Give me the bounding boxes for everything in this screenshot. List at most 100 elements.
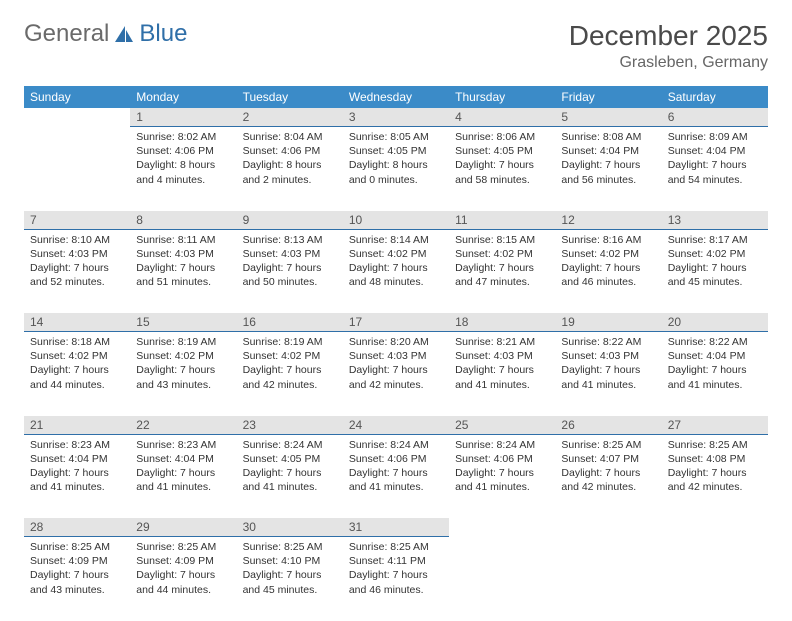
day-day1: Daylight: 8 hours [349,158,443,172]
day-number: 27 [662,416,768,435]
day-cell: Sunrise: 8:13 AMSunset: 4:03 PMDaylight:… [237,229,343,313]
day-sunrise: Sunrise: 8:21 AM [455,335,549,349]
day-number: 3 [343,108,449,127]
day-cell: Sunrise: 8:14 AMSunset: 4:02 PMDaylight:… [343,229,449,313]
day-day2: and 50 minutes. [243,275,337,289]
day-day1: Daylight: 7 hours [349,568,443,582]
day-cell [555,537,661,621]
day-sunrise: Sunrise: 8:23 AM [136,438,230,452]
day-sunset: Sunset: 4:04 PM [561,144,655,158]
day-day1: Daylight: 7 hours [349,363,443,377]
day-sunrise: Sunrise: 8:13 AM [243,233,337,247]
day-sunset: Sunset: 4:06 PM [136,144,230,158]
day-number [449,518,555,537]
day-day1: Daylight: 7 hours [30,261,124,275]
day-day1: Daylight: 7 hours [668,261,762,275]
day-day2: and 58 minutes. [455,173,549,187]
day-day1: Daylight: 8 hours [243,158,337,172]
day-cell: Sunrise: 8:20 AMSunset: 4:03 PMDaylight:… [343,332,449,416]
day-sunset: Sunset: 4:02 PM [349,247,443,261]
day-day2: and 41 minutes. [561,378,655,392]
day-sunrise: Sunrise: 8:24 AM [349,438,443,452]
day-day1: Daylight: 7 hours [243,261,337,275]
day-day2: and 45 minutes. [668,275,762,289]
day-day1: Daylight: 7 hours [561,466,655,480]
day-day2: and 2 minutes. [243,173,337,187]
day-sunrise: Sunrise: 8:14 AM [349,233,443,247]
day-cell: Sunrise: 8:25 AMSunset: 4:07 PMDaylight:… [555,434,661,518]
day-sunrise: Sunrise: 8:24 AM [243,438,337,452]
day-cell: Sunrise: 8:10 AMSunset: 4:03 PMDaylight:… [24,229,130,313]
day-number: 13 [662,211,768,230]
day-sunset: Sunset: 4:09 PM [136,554,230,568]
day-cell: Sunrise: 8:24 AMSunset: 4:06 PMDaylight:… [449,434,555,518]
day-day1: Daylight: 7 hours [455,158,549,172]
day-content-row: Sunrise: 8:02 AMSunset: 4:06 PMDaylight:… [24,127,768,211]
weekday-header: Wednesday [343,86,449,108]
day-sunset: Sunset: 4:04 PM [30,452,124,466]
day-cell: Sunrise: 8:02 AMSunset: 4:06 PMDaylight:… [130,127,236,211]
day-sunset: Sunset: 4:07 PM [561,452,655,466]
day-number: 8 [130,211,236,230]
day-number: 15 [130,313,236,332]
day-sunset: Sunset: 4:03 PM [243,247,337,261]
month-title: December 2025 [569,20,768,52]
day-number: 12 [555,211,661,230]
day-sunset: Sunset: 4:04 PM [668,144,762,158]
day-number: 24 [343,416,449,435]
day-day2: and 0 minutes. [349,173,443,187]
day-number: 17 [343,313,449,332]
day-day1: Daylight: 7 hours [349,466,443,480]
day-sunset: Sunset: 4:02 PM [30,349,124,363]
day-day2: and 46 minutes. [561,275,655,289]
day-day1: Daylight: 7 hours [136,466,230,480]
day-cell: Sunrise: 8:25 AMSunset: 4:11 PMDaylight:… [343,537,449,621]
day-sunset: Sunset: 4:08 PM [668,452,762,466]
day-sunset: Sunset: 4:02 PM [243,349,337,363]
day-day2: and 43 minutes. [30,583,124,597]
day-day1: Daylight: 7 hours [30,568,124,582]
day-number: 1 [130,108,236,127]
day-cell [449,537,555,621]
day-day1: Daylight: 7 hours [668,363,762,377]
day-day2: and 41 minutes. [243,480,337,494]
day-number-row: 123456 [24,108,768,127]
day-cell: Sunrise: 8:24 AMSunset: 4:06 PMDaylight:… [343,434,449,518]
logo-sail-icon [113,24,135,44]
day-day1: Daylight: 7 hours [136,568,230,582]
day-sunrise: Sunrise: 8:08 AM [561,130,655,144]
day-day2: and 41 minutes. [349,480,443,494]
day-sunset: Sunset: 4:06 PM [349,452,443,466]
day-number: 18 [449,313,555,332]
day-day2: and 44 minutes. [30,378,124,392]
day-day2: and 41 minutes. [30,480,124,494]
day-sunset: Sunset: 4:05 PM [455,144,549,158]
day-day2: and 46 minutes. [349,583,443,597]
day-day1: Daylight: 8 hours [136,158,230,172]
day-sunrise: Sunrise: 8:09 AM [668,130,762,144]
day-cell: Sunrise: 8:17 AMSunset: 4:02 PMDaylight:… [662,229,768,313]
day-day2: and 43 minutes. [136,378,230,392]
day-day2: and 42 minutes. [243,378,337,392]
day-sunrise: Sunrise: 8:19 AM [243,335,337,349]
day-cell: Sunrise: 8:06 AMSunset: 4:05 PMDaylight:… [449,127,555,211]
day-cell: Sunrise: 8:18 AMSunset: 4:02 PMDaylight:… [24,332,130,416]
day-sunrise: Sunrise: 8:02 AM [136,130,230,144]
weekday-header: Friday [555,86,661,108]
day-day2: and 42 minutes. [349,378,443,392]
day-day1: Daylight: 7 hours [561,261,655,275]
day-cell: Sunrise: 8:09 AMSunset: 4:04 PMDaylight:… [662,127,768,211]
day-number: 31 [343,518,449,537]
day-number: 11 [449,211,555,230]
day-sunrise: Sunrise: 8:24 AM [455,438,549,452]
day-number: 2 [237,108,343,127]
day-sunset: Sunset: 4:04 PM [668,349,762,363]
day-content-row: Sunrise: 8:25 AMSunset: 4:09 PMDaylight:… [24,537,768,621]
weekday-header: Sunday [24,86,130,108]
day-cell: Sunrise: 8:16 AMSunset: 4:02 PMDaylight:… [555,229,661,313]
day-number: 26 [555,416,661,435]
day-number: 29 [130,518,236,537]
day-sunset: Sunset: 4:10 PM [243,554,337,568]
day-sunrise: Sunrise: 8:25 AM [136,540,230,554]
day-day1: Daylight: 7 hours [30,363,124,377]
